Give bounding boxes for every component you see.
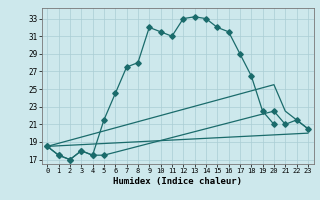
X-axis label: Humidex (Indice chaleur): Humidex (Indice chaleur) bbox=[113, 177, 242, 186]
